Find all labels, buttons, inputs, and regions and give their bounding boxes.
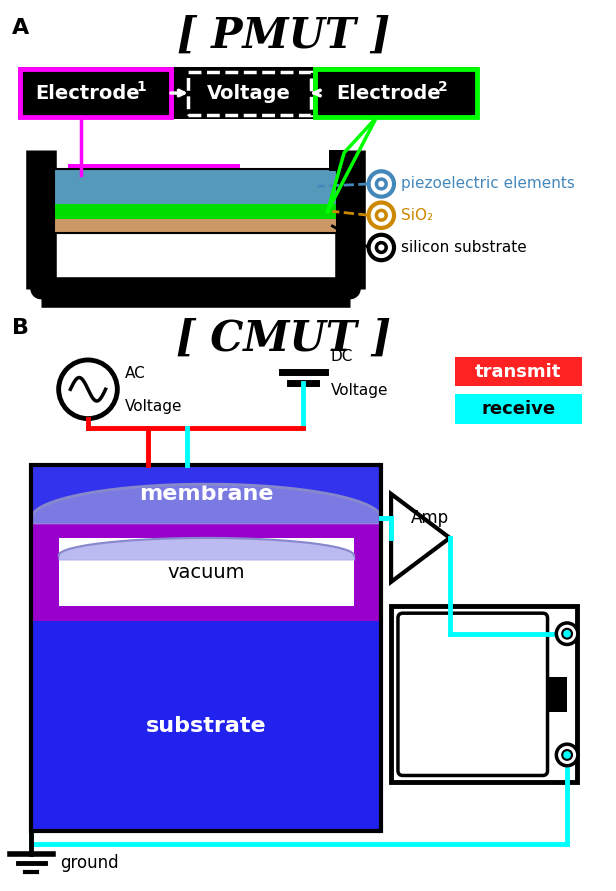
Bar	[549, 677, 567, 712]
Bar	[54, 169, 338, 233]
Bar	[330, 150, 345, 171]
Circle shape	[562, 750, 572, 760]
Text: Voltage: Voltage	[208, 84, 291, 102]
Bar	[455, 357, 582, 387]
Text: [ PMUT ]: [ PMUT ]	[177, 15, 390, 57]
Text: substrate: substrate	[146, 716, 267, 736]
Circle shape	[368, 235, 394, 260]
Bar	[54, 169, 338, 203]
Text: SiO₂: SiO₂	[401, 208, 433, 223]
Bar	[18, 67, 479, 119]
Text: DC: DC	[330, 349, 353, 364]
Text: receive: receive	[481, 400, 555, 418]
Text: Electrode: Electrode	[336, 84, 440, 102]
Text: Voltage: Voltage	[330, 383, 388, 398]
Text: 2: 2	[438, 80, 448, 94]
Bar	[54, 219, 338, 233]
Circle shape	[376, 179, 386, 189]
Bar	[20, 69, 171, 118]
Circle shape	[59, 360, 117, 419]
Bar	[188, 71, 311, 115]
Bar	[31, 464, 381, 523]
Text: silicon substrate: silicon substrate	[401, 240, 527, 255]
Text: piezoelectric elements: piezoelectric elements	[401, 176, 575, 192]
Text: Amp: Amp	[411, 510, 449, 527]
Text: Voltage: Voltage	[125, 399, 183, 414]
Text: insulator: insulator	[150, 562, 262, 582]
Circle shape	[556, 623, 578, 644]
Bar	[31, 464, 381, 831]
Circle shape	[562, 629, 572, 639]
Bar	[31, 523, 381, 621]
Bar	[54, 203, 338, 219]
Text: membrane: membrane	[139, 484, 274, 504]
Circle shape	[376, 242, 386, 252]
Circle shape	[556, 744, 578, 765]
Text: Electrode: Electrode	[35, 84, 140, 102]
Polygon shape	[391, 494, 450, 582]
Text: [ CMUT ]: [ CMUT ]	[176, 318, 391, 360]
Bar	[455, 394, 582, 423]
Circle shape	[368, 171, 394, 197]
Circle shape	[30, 278, 52, 299]
Bar	[68, 165, 240, 186]
Bar	[391, 607, 577, 782]
FancyBboxPatch shape	[398, 613, 548, 775]
Circle shape	[368, 202, 394, 228]
Bar	[315, 69, 477, 118]
Bar	[59, 538, 354, 607]
Text: ground: ground	[60, 854, 120, 872]
Text: A: A	[12, 18, 29, 37]
Text: B: B	[12, 318, 29, 338]
Circle shape	[339, 278, 361, 299]
Text: vacuum: vacuum	[168, 562, 245, 582]
Text: AC: AC	[125, 366, 146, 381]
Bar	[31, 621, 381, 831]
Circle shape	[376, 210, 386, 220]
Text: transmit: transmit	[475, 363, 561, 380]
Text: 1: 1	[136, 80, 146, 94]
